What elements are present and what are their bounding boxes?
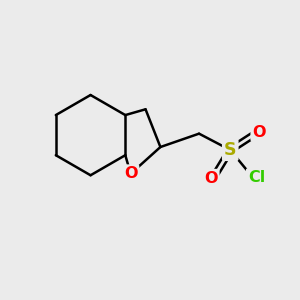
Text: O: O <box>124 166 137 181</box>
Text: O: O <box>204 171 218 186</box>
Text: Cl: Cl <box>248 170 265 185</box>
Text: S: S <box>224 141 236 159</box>
Text: O: O <box>252 125 266 140</box>
